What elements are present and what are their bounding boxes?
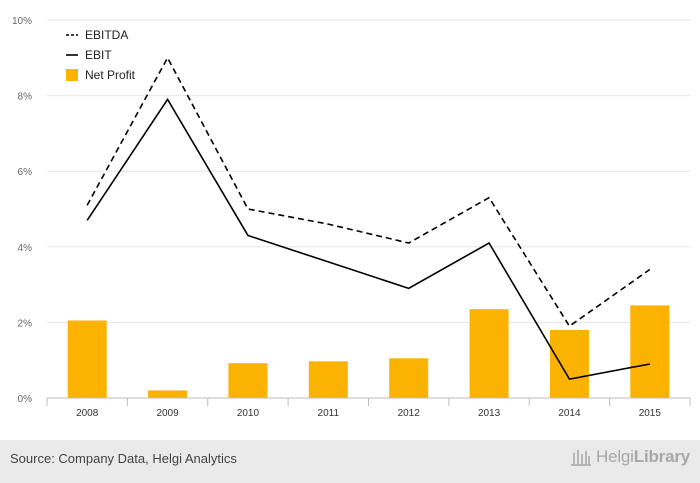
line-ebitda xyxy=(86,56,651,328)
x-tick-label: 2010 xyxy=(237,408,260,419)
grid-layer xyxy=(47,19,690,323)
x-tick-label: 2012 xyxy=(398,408,421,419)
library-icon xyxy=(571,450,592,466)
bar-layer xyxy=(67,305,670,398)
bar-net-profit xyxy=(228,363,268,398)
brand-name-bold: Library xyxy=(633,447,690,466)
x-tick-label: 2013 xyxy=(478,408,501,419)
bar-net-profit xyxy=(67,320,107,398)
x-tick-label: 2015 xyxy=(639,408,662,419)
legend-label-ebit: EBIT xyxy=(85,48,112,62)
y-tick-label: 6% xyxy=(18,167,33,178)
bar-net-profit xyxy=(389,358,429,398)
brand-name-light: Helgi xyxy=(596,447,634,466)
bar-net-profit xyxy=(148,390,188,398)
bar-net-profit xyxy=(469,309,509,398)
x-tick-label: 2008 xyxy=(76,408,99,419)
x-tick-label: 2011 xyxy=(318,408,340,419)
footer-band xyxy=(0,440,700,483)
y-tick-label: 2% xyxy=(18,318,33,329)
bar-net-profit xyxy=(308,361,348,398)
axis-layer: 0% 2% 4% 6% 8% 10% 2008 2009 2010 2011 2012 2013 201… xyxy=(12,16,691,419)
bar-net-profit xyxy=(549,329,589,398)
y-tick-label: 4% xyxy=(18,243,33,254)
y-tick-label: 10% xyxy=(12,16,32,27)
line-layer xyxy=(86,56,651,380)
source-note: Source: Company Data, Helgi Analytics xyxy=(10,451,237,466)
brand-name: HelgiLibrary xyxy=(596,447,690,467)
x-tick-label: 2009 xyxy=(156,408,179,419)
legend-label-ebitda: EBITDA xyxy=(85,28,128,42)
y-tick-label: 8% xyxy=(18,92,33,103)
bar-net-profit xyxy=(630,305,670,398)
legend: EBITDA EBIT Net Profit xyxy=(66,28,136,82)
legend-label-net-profit: Net Profit xyxy=(85,68,136,82)
line-ebit xyxy=(86,97,650,380)
y-tick-label: 0% xyxy=(18,394,33,405)
x-tick-label: 2014 xyxy=(558,408,581,419)
chart-svg: 0% 2% 4% 6% 8% 10% 2008 2009 2010 2011 2012 2013 201… xyxy=(12,16,691,419)
legend-symbol-net-profit xyxy=(66,69,78,81)
brand-logo: HelgiLibrary xyxy=(570,447,690,467)
